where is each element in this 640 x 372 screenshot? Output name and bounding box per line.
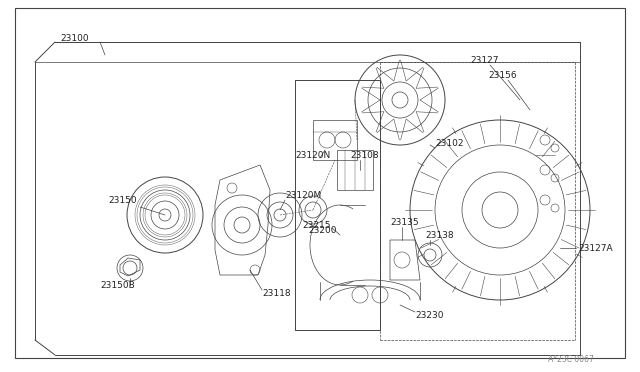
Text: 23156: 23156 <box>488 71 516 80</box>
Bar <box>313 120 357 160</box>
Text: 23108: 23108 <box>350 151 379 160</box>
Text: 23127A: 23127A <box>578 244 612 253</box>
Text: 23215: 23215 <box>302 221 330 230</box>
Text: 23230: 23230 <box>415 311 444 320</box>
Text: 23120M: 23120M <box>285 190 321 199</box>
Text: 23150: 23150 <box>108 196 136 205</box>
Text: 23135: 23135 <box>390 218 419 227</box>
Text: 23102: 23102 <box>435 138 463 148</box>
Text: 23100: 23100 <box>60 33 88 42</box>
Text: 23118: 23118 <box>262 289 291 298</box>
Text: A°23C 0067: A°23C 0067 <box>548 356 594 365</box>
Text: 23120N: 23120N <box>295 151 330 160</box>
Text: 23150B: 23150B <box>100 280 135 289</box>
Text: 23200: 23200 <box>308 225 337 234</box>
Text: 23138: 23138 <box>425 231 454 240</box>
Bar <box>337 150 373 190</box>
Text: 23127: 23127 <box>470 55 499 64</box>
